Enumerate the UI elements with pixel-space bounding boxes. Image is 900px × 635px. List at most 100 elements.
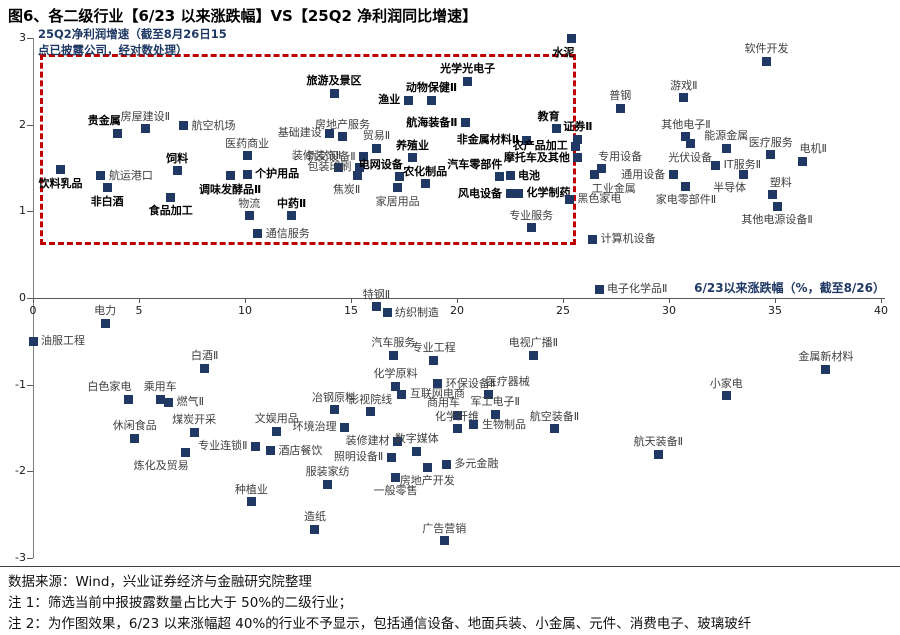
y-axis-title: 25Q2净利润增速（截至8月26日15 点已披露公司，经对数处理） [38, 27, 227, 57]
data-point [28, 336, 38, 346]
data-point [653, 449, 663, 459]
point-label: 商用车 [427, 396, 460, 409]
data-point [596, 164, 606, 174]
data-point [573, 134, 583, 144]
point-label: 互联网电商 [409, 387, 465, 401]
data-point [166, 192, 176, 202]
data-point [393, 183, 403, 193]
data-point [685, 139, 695, 149]
data-point [123, 394, 133, 404]
data-point [179, 121, 189, 131]
point-label: 金属新材料 [798, 350, 854, 364]
data-point [181, 447, 191, 457]
y-tick-label: -2 [15, 464, 26, 478]
point-label: 教育 [537, 109, 560, 123]
data-point [429, 355, 439, 365]
point-label: 种植业 [234, 482, 268, 496]
point-label: 农产品加工 [512, 139, 568, 153]
data-point [452, 410, 462, 420]
point-label: 航运港口 [108, 168, 153, 182]
point-label: 小家电 [709, 376, 743, 390]
data-point [140, 124, 150, 134]
y-tick-label: -1 [15, 377, 26, 391]
point-label: 服装家纺 [305, 465, 350, 479]
data-point [766, 150, 776, 160]
data-point [738, 169, 748, 179]
data-point [550, 424, 560, 434]
point-label: 其他电源设备Ⅱ [741, 213, 813, 227]
data-point [172, 166, 182, 176]
data-point [505, 189, 515, 199]
data-point [772, 201, 782, 211]
data-point [265, 446, 275, 456]
data-point [287, 211, 297, 221]
data-point [484, 389, 494, 399]
data-point [490, 409, 500, 419]
data-point [338, 132, 348, 142]
point-label: 包装印刷 [307, 160, 352, 174]
data-point [251, 441, 261, 451]
data-point [460, 118, 470, 128]
data-point [407, 153, 417, 163]
x-tick-mark [351, 298, 352, 303]
data-point [354, 162, 364, 172]
y-tick-mark [27, 37, 33, 39]
data-point [513, 188, 523, 198]
y-axis-line [33, 37, 34, 558]
data-point [56, 165, 66, 175]
data-point [821, 364, 831, 374]
y-tick-mark [27, 211, 33, 213]
footer: 数据来源：Wind，兴业证券经济与金融研究院整理 注 1：筛选当前中报披露数量占… [0, 566, 900, 635]
point-label: 黑色家电 [577, 192, 622, 206]
point-label: 电视广播Ⅱ [508, 336, 559, 350]
point-label: 房地产开发 [399, 474, 455, 487]
point-label: 专业服务 [509, 208, 554, 222]
point-label: 电力 [94, 304, 117, 318]
point-label: 风电设备 [458, 186, 502, 200]
data-point [102, 183, 112, 193]
point-label: 房屋建设Ⅱ [120, 109, 171, 123]
data-point [594, 284, 604, 294]
point-label: 非金属材料Ⅱ [456, 133, 519, 147]
data-point [798, 156, 808, 166]
point-label: 冶钢原料 [312, 390, 357, 404]
point-label: 油服工程 [41, 334, 85, 348]
point-label: 个护用品 [255, 167, 300, 181]
point-label: 特钢Ⅱ [362, 287, 391, 301]
x-tick-mark [245, 298, 246, 303]
point-label: 焦炭Ⅱ [332, 182, 361, 196]
data-point [246, 497, 256, 507]
data-point [441, 459, 451, 469]
point-label: 专业工程 [411, 341, 456, 355]
data-point [452, 424, 462, 434]
x-tick-label: 25 [556, 304, 570, 317]
point-label: 半导体 [713, 181, 747, 195]
data-point [566, 34, 576, 44]
point-label: 家居用品 [375, 194, 420, 208]
data-point [571, 141, 581, 151]
data-point [391, 472, 401, 482]
data-point [397, 389, 407, 399]
point-label: 环保设备Ⅱ [445, 376, 496, 390]
x-tick-mark [669, 298, 670, 303]
point-label: 航天装备Ⅱ [633, 435, 684, 448]
point-label: 白酒Ⅱ [191, 349, 219, 363]
point-label: 医疗服务 [748, 135, 793, 149]
point-label: 专用设备 [598, 149, 643, 163]
point-label: 环境治理 [292, 420, 337, 434]
x-tick-mark [457, 298, 458, 303]
source-note: 数据来源：Wind，兴业证券经济与金融研究院整理 [8, 574, 312, 590]
data-point [395, 172, 405, 182]
point-label: 电子化学品Ⅱ [607, 282, 668, 296]
x-tick-mark [881, 298, 882, 303]
x-tick-label: 40 [874, 304, 888, 317]
data-point [469, 420, 479, 430]
point-label: 摩托车及其他 [503, 150, 570, 164]
data-point [272, 426, 282, 436]
data-point [681, 132, 691, 142]
data-point [505, 171, 515, 181]
point-label: 军工电子Ⅱ [470, 395, 520, 409]
point-label: 通用设备 [621, 167, 666, 181]
x-axis-line [33, 298, 885, 299]
point-label: 计算机设备 [600, 232, 656, 246]
